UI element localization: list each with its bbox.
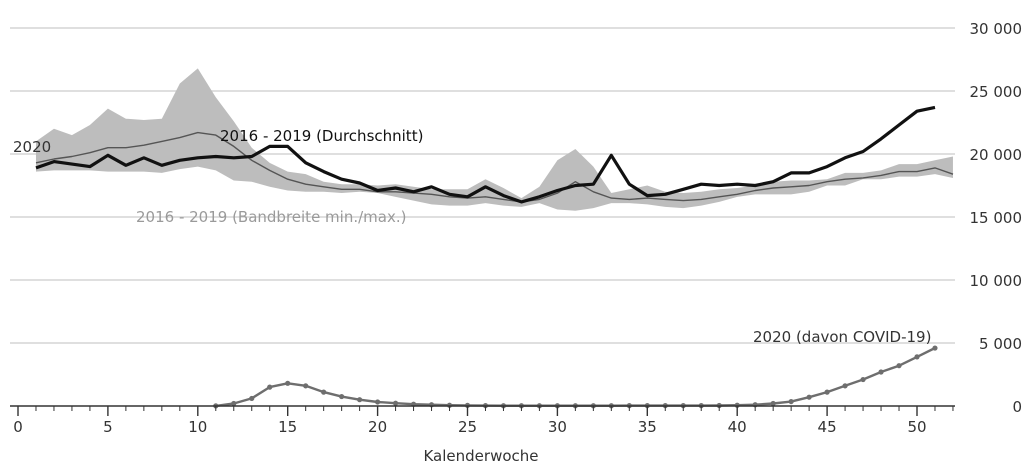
x-tick-label-15: 15: [278, 418, 297, 436]
x-tick-label-25: 25: [458, 418, 477, 436]
covid-point: [249, 395, 255, 402]
current-year-label: 2020: [13, 138, 51, 156]
line-2020: [35, 105, 936, 204]
covid-point: [339, 393, 345, 400]
x-tick-label-0: 0: [13, 418, 23, 436]
covid-point: [896, 363, 902, 369]
covid-point: [231, 400, 237, 407]
avg-series-label: 2016 - 2019 (Durchschnitt): [220, 127, 423, 145]
band-label: 2016 - 2019 (Bandbreite min./max.): [136, 208, 406, 226]
covid-series-label: 2020 (davon COVID-19): [753, 328, 931, 346]
covid-point: [788, 398, 794, 405]
x-tick-label-30: 30: [548, 418, 567, 436]
x-tick-label-20: 20: [368, 418, 387, 436]
covid-line: [215, 346, 936, 408]
covid-point: [878, 369, 884, 375]
covid-point: [914, 354, 920, 360]
covid-point: [303, 383, 309, 389]
band-area: [35, 68, 953, 211]
x-axis: 0 5 10 15 20 25 30 35 40 45 50: [10, 405, 955, 436]
y-tick-label-10000: 10 000: [970, 272, 1023, 290]
covid-point: [842, 383, 848, 389]
y-tick-label-5000: 5 000: [979, 335, 1022, 353]
x-tick-label-45: 45: [818, 418, 837, 436]
x-axis-title: Kalenderwoche: [423, 447, 538, 464]
annotations: 2016 - 2019 (Durchschnitt) 2020 2016 - 2…: [13, 127, 931, 464]
covid-point: [860, 376, 866, 383]
covid-point: [285, 380, 291, 386]
y-tick-label-0: 0: [1012, 398, 1022, 416]
covid-point: [824, 389, 830, 395]
covid-point: [806, 394, 812, 400]
covid-point: [357, 397, 363, 403]
covid-point: [932, 345, 938, 351]
avg-line: [35, 131, 954, 203]
y-axis-labels: 0 5 000 10 000 15 000 20 000 25 000 30 000: [970, 20, 1023, 416]
covid-point: [770, 400, 776, 407]
covid-point: [321, 389, 327, 395]
covid-point: [392, 400, 399, 406]
y-tick-label-15000: 15 000: [970, 209, 1023, 227]
y-tick-label-30000: 30 000: [970, 20, 1023, 38]
x-tick-label-5: 5: [103, 418, 113, 436]
y-tick-label-25000: 25 000: [970, 83, 1023, 101]
covid-point: [375, 399, 381, 405]
x-tick-label-10: 10: [188, 418, 207, 436]
covid-point: [267, 384, 273, 390]
y-tick-label-20000: 20 000: [970, 146, 1023, 164]
min-max-band: [35, 68, 953, 211]
x-tick-label-40: 40: [728, 418, 747, 436]
x-tick-label-50: 50: [907, 418, 926, 436]
x-tick-label-35: 35: [638, 418, 657, 436]
